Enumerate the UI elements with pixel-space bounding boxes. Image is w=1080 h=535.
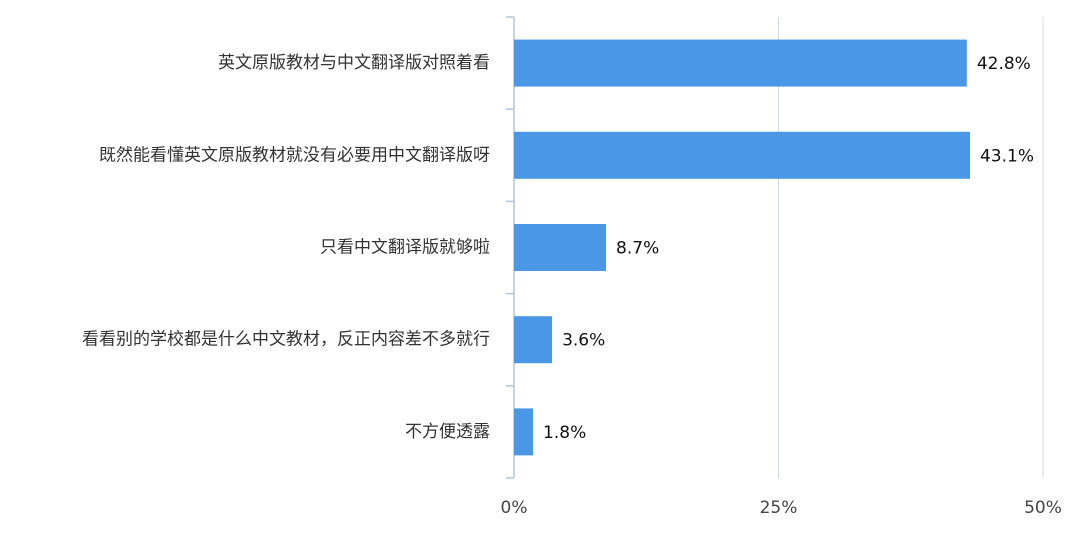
bar <box>514 224 607 271</box>
y-tick-label: 英文原版教材与中文翻译版对照着看 <box>218 53 490 73</box>
x-tick-label: 25% <box>760 498 798 518</box>
value-label: 42.8% <box>977 54 1031 74</box>
value-label: 8.7% <box>616 239 659 259</box>
y-tick-label: 只看中文翻译版就够啦 <box>320 238 490 258</box>
bar <box>514 131 970 179</box>
y-tick-label: 看看别的学校都是什么中文教材，反正内容差不多就行 <box>82 330 490 350</box>
x-tick-label: 50% <box>1024 498 1062 518</box>
value-label: 3.6% <box>562 331 605 351</box>
value-label: 43.1% <box>980 146 1034 166</box>
y-tick-label: 既然能看懂英文原版教材就没有必要用中文翻译版呀 <box>99 145 490 165</box>
y-tick-label: 不方便透露 <box>405 422 490 442</box>
bar <box>514 316 553 364</box>
x-tick-label: 0% <box>501 498 528 518</box>
value-label: 1.8% <box>543 423 586 443</box>
bar <box>514 408 534 456</box>
bar <box>514 39 967 87</box>
